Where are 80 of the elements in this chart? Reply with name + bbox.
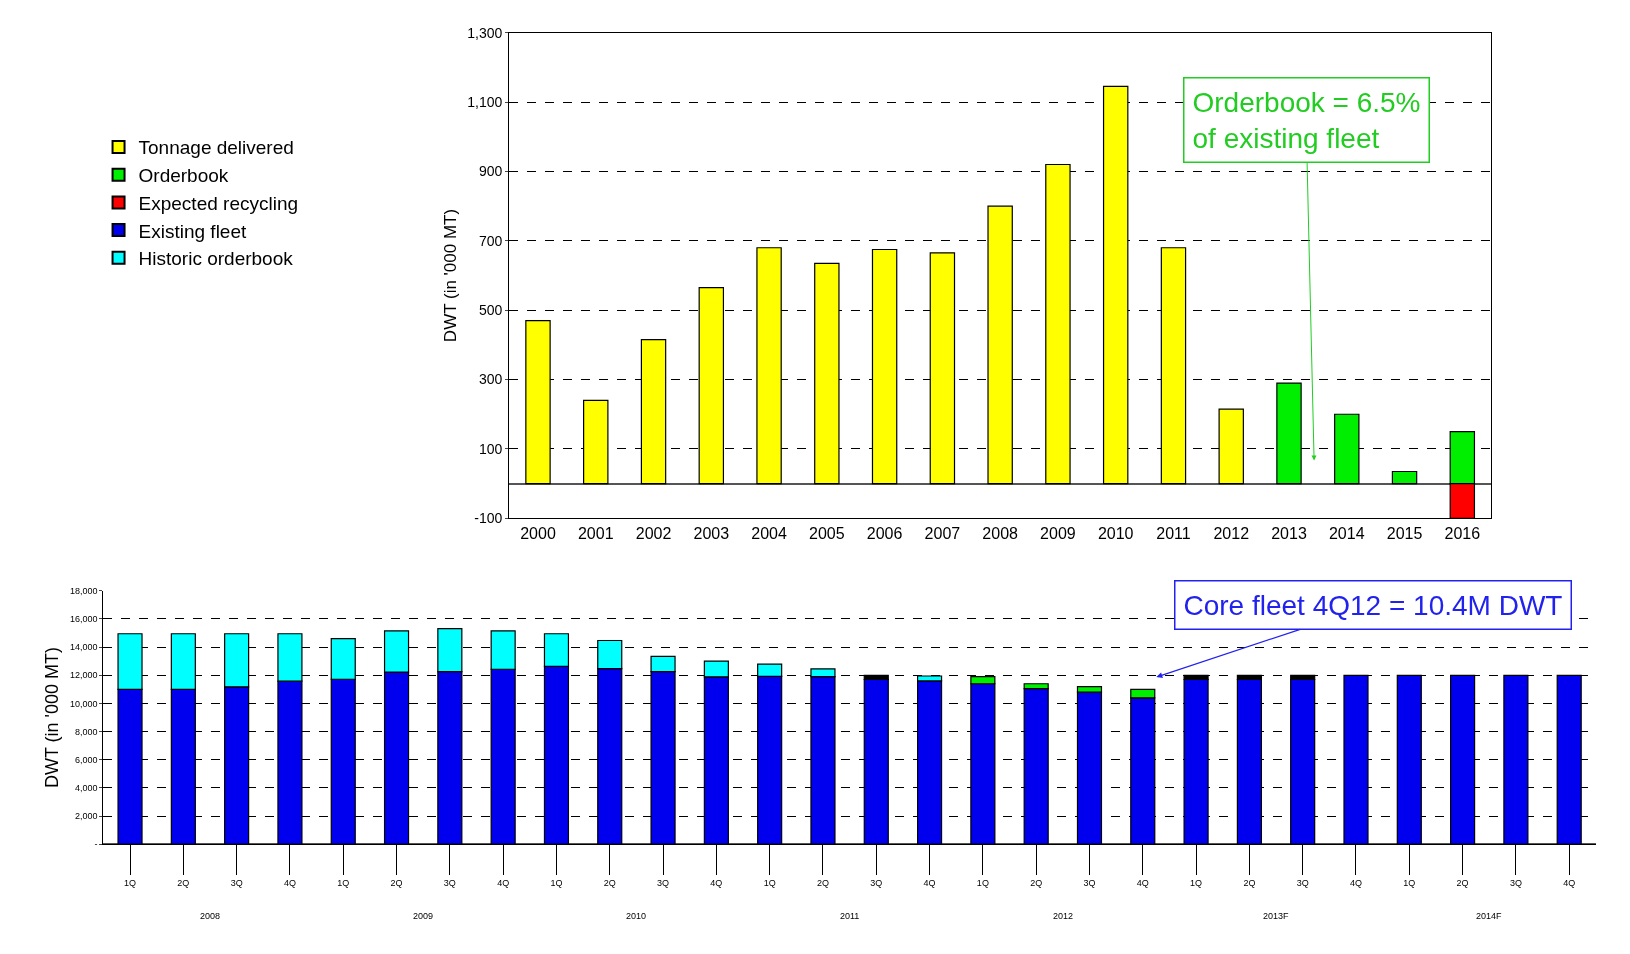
y-tick-label: 2,000: [75, 811, 98, 822]
x-tick-label: 1Q: [1403, 878, 1416, 888]
y-tick-label: 1,300: [467, 24, 503, 41]
x-tick-label: 4Q: [1563, 878, 1576, 888]
text: 2013F: [1263, 911, 1290, 921]
x-tick-label: 1Q: [1190, 878, 1203, 888]
x-tick-label: 1Q: [976, 878, 989, 888]
text: 2012: [1053, 911, 1074, 921]
y-tick-label: 10,000: [70, 698, 98, 709]
x-tick-label: 2016: [1444, 524, 1481, 542]
y-axis-title: DWT (in '000 MT): [440, 208, 460, 343]
y-tick-label: 900: [478, 163, 503, 180]
x-tick-label: 4Q: [1136, 878, 1149, 888]
x-tick-label: 2001: [577, 524, 614, 542]
y-tick-label: 100: [478, 440, 503, 457]
x-tick-label: 2003: [693, 524, 730, 542]
x-tick-label: 1Q: [550, 878, 563, 888]
x-tick-label: 3Q: [870, 878, 883, 888]
x-tick-label: 2006: [866, 524, 903, 542]
x-tick-label: 3Q: [1509, 878, 1522, 888]
x-tick-label: 2Q: [1030, 878, 1043, 888]
x-tick-label: 3Q: [1083, 878, 1096, 888]
legend-label: Orderbook: [138, 165, 229, 187]
text: 2011: [840, 911, 860, 921]
y-axis-title: DWT (in '000 MT): [42, 646, 63, 789]
y-tick-label: 6,000: [75, 754, 98, 765]
x-tick-label: 1Q: [337, 878, 350, 888]
y-tick-label: 12,000: [70, 670, 98, 681]
x-tick-label: 2009: [1040, 524, 1076, 542]
legend-label: Existing fleet: [138, 220, 247, 242]
x-tick-label: 2013: [1271, 524, 1307, 542]
x-tick-label: 4Q: [283, 878, 296, 888]
x-tick-label: 2010: [1097, 524, 1134, 542]
y-tick-label: 4,000: [75, 783, 98, 794]
x-tick-label: 2007: [924, 524, 961, 542]
x-tick-label: 2000: [520, 524, 556, 542]
x-tick-label: 2014: [1328, 524, 1365, 542]
text: 2009: [413, 911, 434, 921]
x-tick-label: 2Q: [816, 878, 829, 888]
x-tick-label: 3Q: [1296, 878, 1309, 888]
legend-label: Historic orderbook: [138, 248, 294, 270]
x-tick-label: 2015: [1386, 524, 1423, 542]
y-tick-label: 8,000: [75, 726, 98, 737]
legend-label: Tonnage delivered: [138, 137, 294, 159]
x-tick-label: 2Q: [1243, 878, 1256, 888]
y-tick-label: 14,000: [70, 642, 98, 653]
x-tick-label: 2Q: [390, 878, 403, 888]
x-tick-label: 2004: [751, 524, 787, 542]
x-tick-label: 2Q: [1456, 878, 1469, 888]
y-tick-label: -: [94, 839, 98, 850]
x-tick-label: 4Q: [923, 878, 936, 888]
x-tick-label: 3Q: [230, 878, 243, 888]
y-tick-label: 1,100: [467, 93, 503, 110]
y-tick-label: -100: [474, 510, 503, 527]
x-tick-label: 3Q: [443, 878, 456, 888]
annotation: Core fleet 4Q12 = 10.4M DWT: [1183, 589, 1563, 621]
text: 2010: [626, 911, 647, 921]
x-tick-label: 4Q: [1349, 878, 1362, 888]
bar: [1391, 470, 1418, 485]
y-tick-label: 16,000: [70, 614, 98, 625]
x-tick-label: 2Q: [177, 878, 190, 888]
y-tick-label: 700: [478, 232, 503, 249]
x-tick-label: 2008: [982, 524, 1019, 542]
x-tick-label: 1Q: [763, 878, 776, 888]
x-tick-label: 2005: [809, 524, 845, 542]
x-tick-label: 2Q: [603, 878, 616, 888]
x-tick-label: 4Q: [497, 878, 510, 888]
annotation: Orderbook = 6.5% of existing fleet: [1192, 86, 1421, 154]
y-tick-label: 300: [478, 371, 503, 388]
legend-label: Expected recycling: [138, 192, 299, 214]
x-tick-label: 2011: [1156, 524, 1191, 542]
y-tick-label: 18,000: [70, 585, 98, 596]
x-tick-label: 1Q: [124, 878, 137, 888]
x-tick-label: 4Q: [710, 878, 723, 888]
text: 2008: [200, 911, 221, 921]
x-tick-label: 3Q: [657, 878, 670, 888]
x-tick-label: 2012: [1213, 524, 1250, 542]
y-tick-label: 500: [478, 302, 503, 319]
text: 2014F: [1476, 911, 1503, 921]
x-tick-label: 2002: [635, 524, 672, 542]
